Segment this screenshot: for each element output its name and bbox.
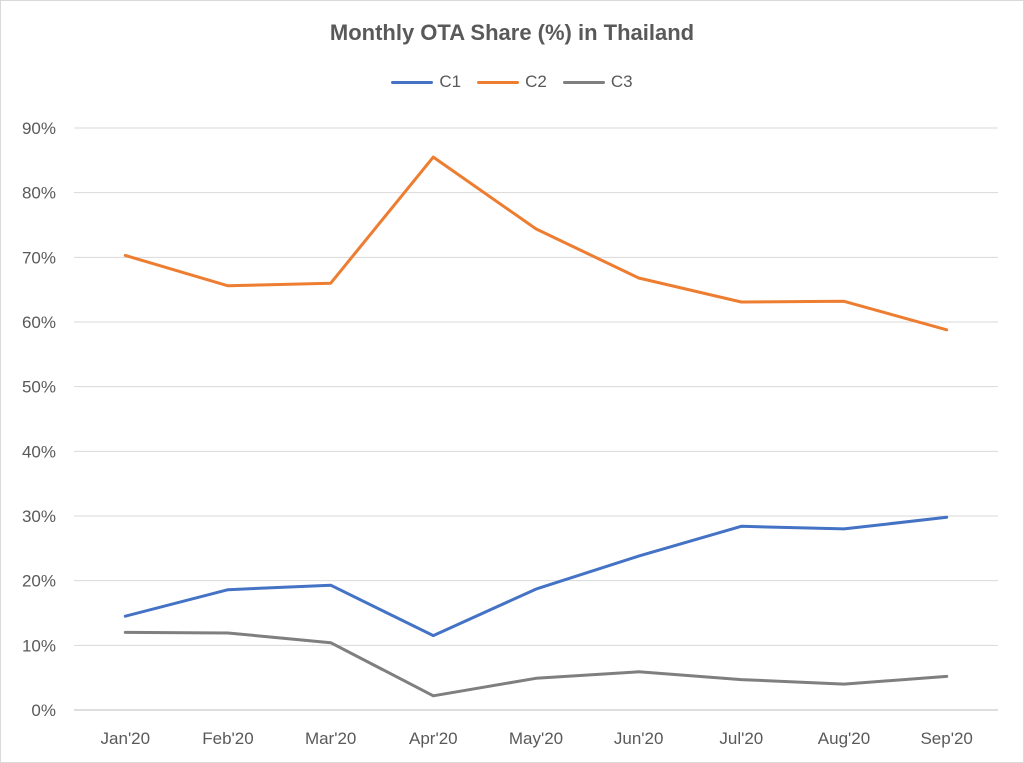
legend-item-c2: C2 [477,72,547,92]
y-tick-label: 70% [22,248,56,267]
legend-label-c3: C3 [610,72,633,91]
series-line-c3 [123,630,949,698]
x-tick-label: Feb'20 [202,729,253,748]
y-tick-label: 0% [31,701,56,720]
chart-title: Monthly OTA Share (%) in Thailand [329,20,695,45]
x-tick-label: Apr'20 [409,729,458,748]
x-tick-label: Aug'20 [818,729,870,748]
y-tick-label: 60% [22,313,56,332]
series-line-c2 [123,155,949,332]
legend-swatch-c3 [562,80,605,84]
x-tick-label: Jan'20 [101,729,151,748]
x-tick-label: Jun'20 [614,729,664,748]
legend-item-c3: C3 [562,72,633,92]
y-tick-label: 30% [22,507,56,526]
y-tick-label: 90% [22,119,56,138]
legend-label-c1: C1 [439,72,462,91]
legend-swatch-c1 [391,80,434,84]
y-tick-label: 40% [22,442,56,461]
y-tick-label: 20% [22,572,56,591]
y-tick-label: 80% [22,184,56,203]
legend-swatch-c2 [477,80,520,84]
series-line-c1 [123,515,949,638]
x-tick-label: Sep'20 [920,729,972,748]
legend-label-c2: C2 [525,72,547,91]
x-tick-label: Mar'20 [305,729,356,748]
chart-legend: C1 C2 C3 [0,72,1024,92]
y-tick-label: 50% [22,378,56,397]
legend-item-c1: C1 [391,72,461,92]
x-tick-label: May'20 [509,729,563,748]
y-tick-label: 10% [22,636,56,655]
x-tick-label: Jul'20 [719,729,763,748]
